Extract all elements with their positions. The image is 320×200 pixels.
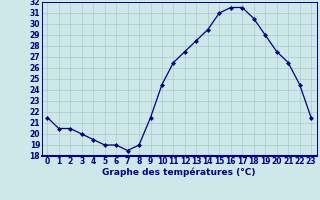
X-axis label: Graphe des températures (°C): Graphe des températures (°C) xyxy=(102,168,256,177)
